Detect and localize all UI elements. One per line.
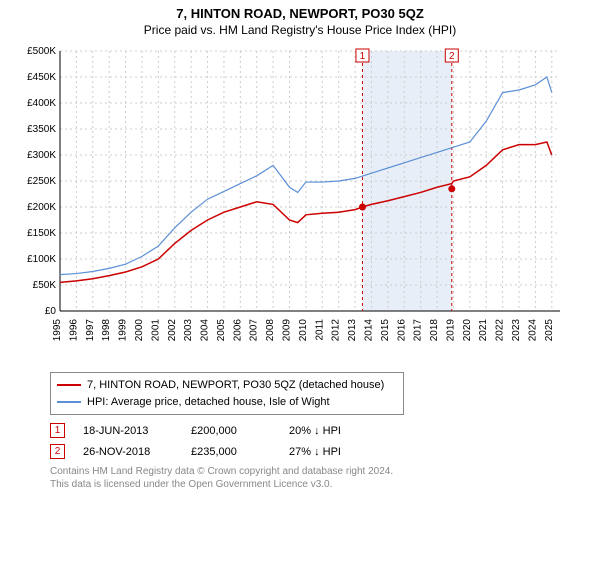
svg-text:2022: 2022 [495,319,506,342]
svg-text:£50K: £50K [33,280,57,291]
svg-text:2023: 2023 [511,319,522,342]
svg-text:2012: 2012 [331,319,342,342]
svg-text:2014: 2014 [363,319,374,342]
svg-text:2016: 2016 [396,319,407,342]
svg-text:£100K: £100K [27,254,56,265]
legend-swatch-property [57,384,81,386]
sale-delta: 27% ↓ HPI [289,446,341,458]
sale-price: £235,000 [191,446,271,458]
legend-item-hpi: HPI: Average price, detached house, Isle… [57,394,397,411]
sale-row: 2 26-NOV-2018 £235,000 27% ↓ HPI [50,444,600,459]
svg-text:2019: 2019 [445,319,456,342]
chart-container: £0 £50K £100K £150K £200K £250K £300K £350K £400… [10,41,590,366]
svg-text:2004: 2004 [200,319,211,342]
svg-text:2008: 2008 [265,319,276,342]
svg-text:2024: 2024 [527,319,538,342]
svg-text:2021: 2021 [478,319,489,342]
svg-text:£500K: £500K [27,46,56,57]
svg-text:2009: 2009 [282,319,293,342]
legend-swatch-hpi [57,401,81,403]
svg-text:£350K: £350K [27,124,56,135]
svg-text:1999: 1999 [118,319,129,342]
svg-text:£250K: £250K [27,176,56,187]
svg-text:2010: 2010 [298,319,309,342]
page-subtitle: Price paid vs. HM Land Registry's House … [0,23,600,37]
svg-text:2011: 2011 [314,319,325,341]
footer-attribution: Contains HM Land Registry data © Crown c… [50,465,600,491]
svg-text:1996: 1996 [68,319,79,342]
svg-text:2001: 2001 [150,319,161,342]
svg-text:2018: 2018 [429,319,440,342]
footer-line: Contains HM Land Registry data © Crown c… [50,465,600,478]
legend-label-property: 7, HINTON ROAD, NEWPORT, PO30 5QZ (detac… [87,377,384,394]
legend-item-property: 7, HINTON ROAD, NEWPORT, PO30 5QZ (detac… [57,377,397,394]
svg-text:2007: 2007 [249,319,260,342]
svg-text:1995: 1995 [52,319,63,342]
footer-line: This data is licensed under the Open Gov… [50,478,600,491]
svg-text:2020: 2020 [462,319,473,342]
sale-date: 18-JUN-2013 [83,425,173,437]
svg-text:2013: 2013 [347,319,358,342]
svg-text:2025: 2025 [544,319,555,342]
svg-text:£0: £0 [45,306,57,317]
sales-list: 1 18-JUN-2013 £200,000 20% ↓ HPI 2 26-NO… [50,423,600,459]
sale-price: £200,000 [191,425,271,437]
svg-text:£450K: £450K [27,72,56,83]
svg-text:2000: 2000 [134,319,145,342]
svg-text:£150K: £150K [27,228,56,239]
price-chart: £0 £50K £100K £150K £200K £250K £300K £350K £400… [10,41,570,361]
sale-marker-1: 1 [50,423,65,438]
svg-text:2002: 2002 [167,319,178,342]
sale-marker-2: 2 [50,444,65,459]
svg-text:2015: 2015 [380,319,391,342]
legend-box: 7, HINTON ROAD, NEWPORT, PO30 5QZ (detac… [50,372,404,415]
svg-text:2005: 2005 [216,319,227,342]
svg-text:1997: 1997 [85,319,96,342]
svg-text:2003: 2003 [183,319,194,342]
legend-label-hpi: HPI: Average price, detached house, Isle… [87,394,330,411]
sale-date: 26-NOV-2018 [83,446,173,458]
svg-text:2: 2 [449,51,455,62]
svg-text:1998: 1998 [101,319,112,342]
sale-row: 1 18-JUN-2013 £200,000 20% ↓ HPI [50,423,600,438]
svg-text:1: 1 [360,51,366,62]
svg-text:£300K: £300K [27,150,56,161]
svg-text:2006: 2006 [232,319,243,342]
svg-text:£200K: £200K [27,202,56,213]
svg-text:£400K: £400K [27,98,56,109]
page-title: 7, HINTON ROAD, NEWPORT, PO30 5QZ [0,6,600,21]
sale-delta: 20% ↓ HPI [289,425,341,437]
svg-text:2017: 2017 [413,319,424,342]
